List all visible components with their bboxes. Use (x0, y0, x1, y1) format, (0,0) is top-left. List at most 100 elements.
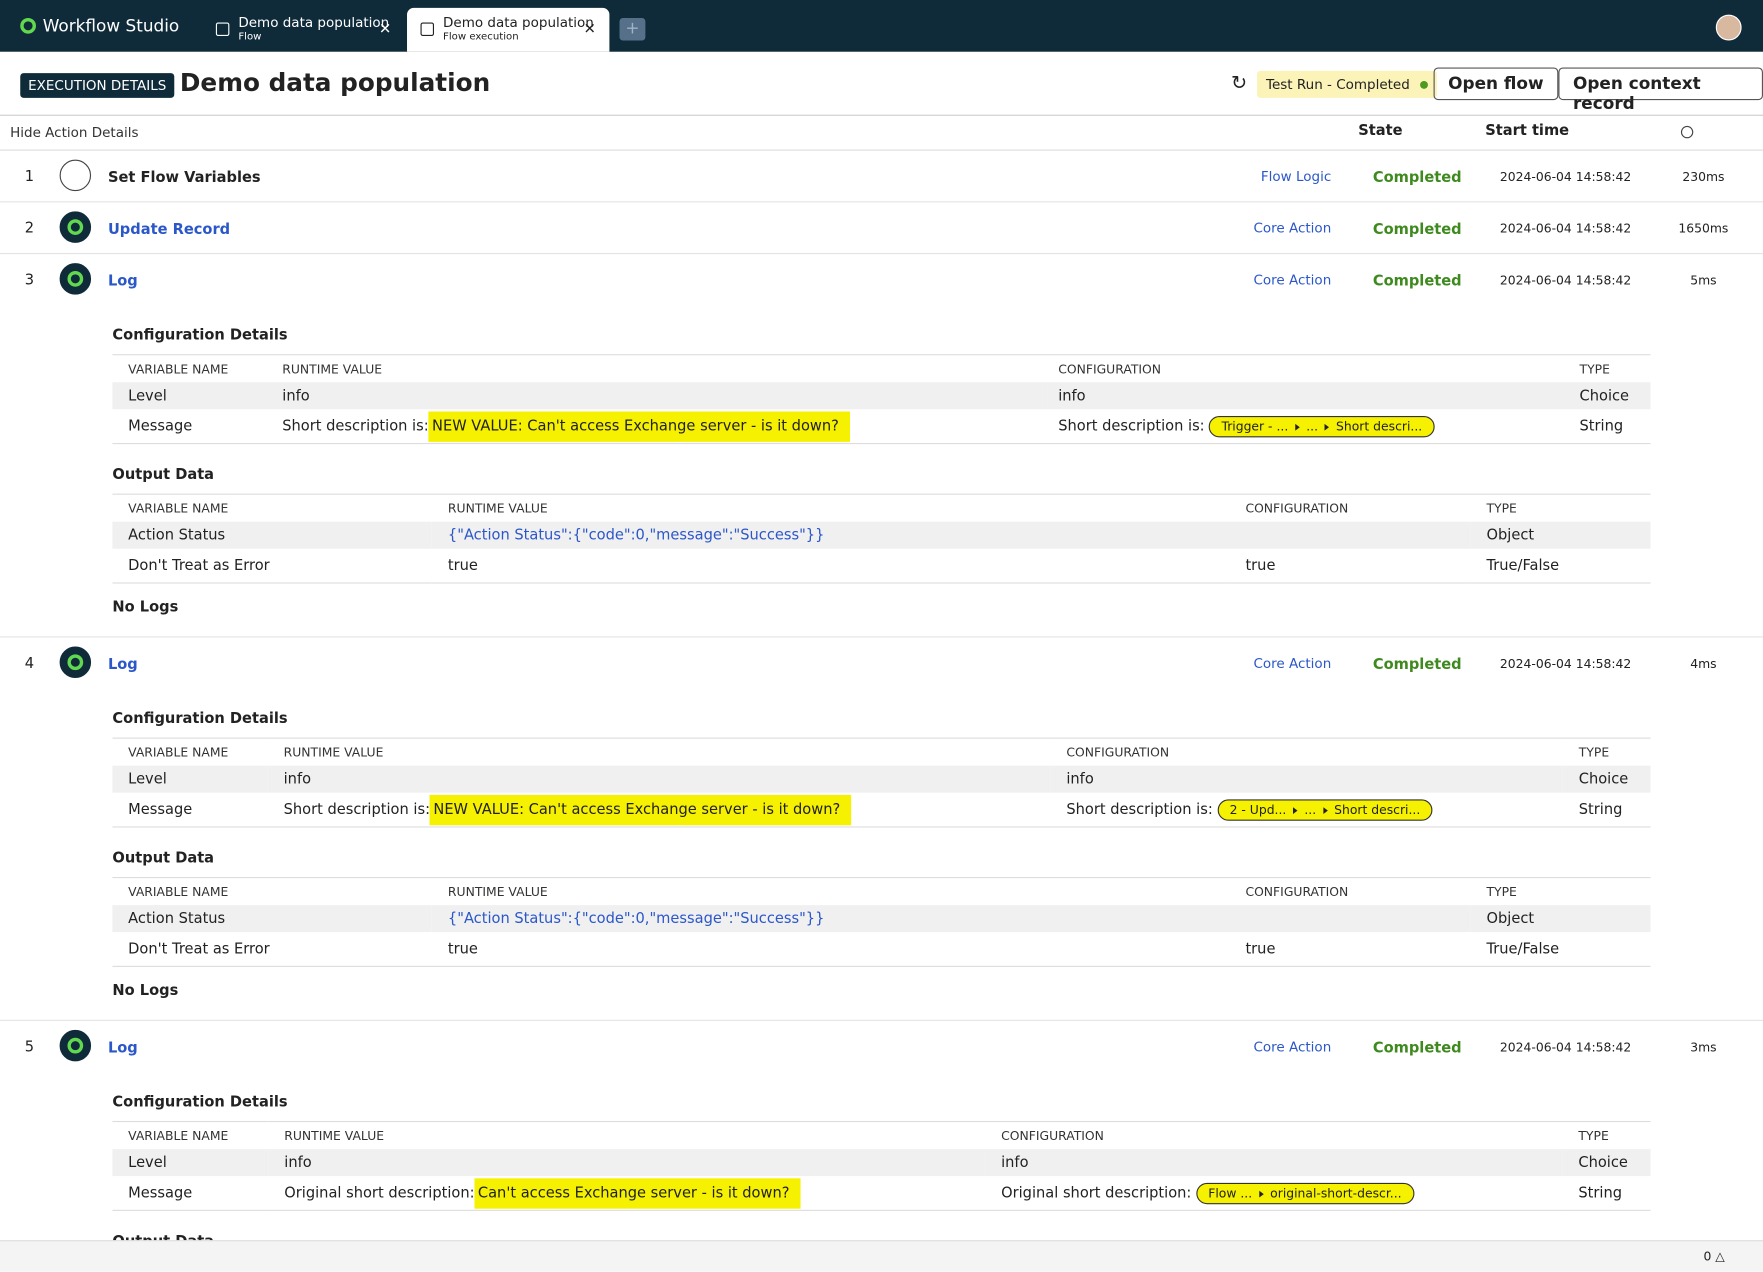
close-tab[interactable]: ✕ (379, 21, 392, 39)
cell-text: Object (1486, 910, 1535, 928)
cell-text: Action Status (128, 910, 226, 928)
table-cell: info (1050, 765, 1564, 793)
table-header: VARIABLE NAME RUNTIME VALUE CONFIGURATION T… (112, 493, 1651, 522)
cell-text: String (1579, 417, 1624, 435)
list-header: Hide Action Details State Start time (0, 116, 1763, 151)
json-link[interactable]: {"Action Status":{"code":0,"message":"Su… (447, 526, 825, 544)
cell-text: Level (128, 770, 167, 788)
action-row[interactable]: 3 Log Core Action Completed 2024-06-04 14:58… (0, 254, 1763, 305)
button[interactable]: Open flow (1433, 67, 1559, 101)
refresh[interactable]: ↻ (1231, 71, 1248, 95)
table-row: Message Short description is: NEW VALUE: C… (112, 792, 1651, 828)
column-header: Start time (1485, 122, 1570, 140)
details-table: VARIABLE NAME RUNTIME VALUE CONFIGURATION T… (112, 493, 1651, 584)
action-row[interactable]: 5 Log Core Action Completed 2024-06-04 14:58… (0, 1021, 1763, 1072)
action-category[interactable]: Core Action (1253, 655, 1332, 672)
duration: 4ms (1690, 656, 1717, 672)
column-header: State (1358, 122, 1403, 140)
action-name[interactable]: Update Record (107, 221, 231, 239)
action-name[interactable]: Log (107, 1040, 138, 1057)
pill-segment: ... (1304, 802, 1317, 817)
notification-count[interactable]: 0 △ (1703, 1249, 1725, 1264)
toggle-details[interactable]: Hide Action Details (10, 124, 139, 141)
column-header-text: RUNTIME VALUE (284, 1128, 385, 1143)
table-cell: Original short description: Can't access … (268, 1176, 986, 1211)
column-header: CONFIGURATION (1042, 354, 1564, 383)
action-category[interactable]: Core Action (1253, 220, 1332, 237)
column-header: TYPE (1563, 737, 1651, 766)
pill-segment: original-short-descr... (1270, 1185, 1402, 1201)
cell-text: true (1245, 557, 1276, 574)
action-row[interactable]: 1 Set Flow Variables Flow Logic Completed 20… (0, 151, 1763, 202)
tab[interactable]: Demo data population Flow execution ✕ (407, 7, 610, 52)
table-cell: {"Action Status":{"code":0,"message":"Su… (432, 521, 1230, 549)
column-header-text: VARIABLE NAME (128, 500, 229, 516)
column-header: TYPE (1470, 877, 1651, 906)
action: 2 Update Record Core Action Completed 2024-0… (0, 202, 1763, 255)
table-cell: Action Status (112, 905, 433, 933)
add-tab[interactable]: + (619, 17, 646, 41)
cell-text: String (1578, 801, 1623, 818)
button[interactable]: Open context record (1558, 67, 1763, 114)
data-pill[interactable]: Trigger - ...... Short descri... (1209, 415, 1435, 437)
section-title: Configuration Details (112, 327, 288, 345)
highlighted-value: NEW VALUE: Can't access Exchange server … (430, 794, 852, 825)
pill-separator (1322, 806, 1328, 814)
column-header-text: CONFIGURATION (1245, 884, 1349, 899)
column-header: VARIABLE NAME (112, 493, 433, 522)
cell-text: Original short description: (1001, 1184, 1192, 1202)
table-cell: Don't Treat as Error (112, 548, 433, 584)
action-category[interactable]: Core Action (1253, 272, 1332, 288)
table-cell: Object (1470, 521, 1651, 549)
duration: 1650ms (1678, 221, 1729, 237)
table-cell: True/False (1470, 932, 1651, 967)
cell-text: Short description is: (1058, 417, 1205, 435)
pill-segment: Flow ... (1208, 1185, 1253, 1201)
table-cell: Message (112, 792, 268, 828)
pill-separator (1294, 423, 1300, 431)
action-details: Configuration Details VARIABLE NAME RUNTIM… (0, 688, 1763, 1020)
cell-text: Choice (1579, 387, 1630, 405)
close-tab[interactable]: ✕ (583, 21, 596, 39)
column-header: VARIABLE NAME (112, 354, 267, 383)
json-link[interactable]: {"Action Status":{"code":0,"message":"Su… (447, 910, 825, 928)
column-header-text: CONFIGURATION (1001, 1128, 1104, 1143)
cell-text: Message (128, 417, 193, 435)
avatar[interactable] (1715, 14, 1742, 41)
pill-separator (1293, 806, 1298, 814)
column-header: RUNTIME VALUE (266, 354, 1043, 383)
action-name[interactable]: Log (107, 273, 138, 291)
page-title: Demo data population (179, 69, 491, 98)
action-row[interactable]: 4 Log Core Action Completed 2024-06-04 14:58… (0, 638, 1763, 689)
column-header-text: VARIABLE NAME (128, 361, 229, 377)
section-title: Configuration Details (112, 710, 288, 728)
table-cell: info (266, 382, 1043, 410)
step-number: 3 (24, 272, 35, 289)
action-details: Configuration Details VARIABLE NAME RUNTIM… (0, 1072, 1763, 1272)
tab-subtitle: Flow execution (442, 31, 519, 43)
cell-text: Don't Treat as Error (128, 557, 270, 574)
table-cell: info (268, 1149, 986, 1177)
column-header-text: TYPE (1578, 1128, 1609, 1143)
action-category[interactable]: Flow Logic (1260, 168, 1332, 185)
column-header-text: RUNTIME VALUE (447, 500, 548, 516)
table-cell: Level (112, 765, 268, 793)
action-row[interactable]: 2 Update Record Core Action Completed 2024-0… (0, 202, 1763, 253)
table-cell: {"Action Status":{"code":0,"message":"Su… (432, 905, 1230, 933)
column-header-text: CONFIGURATION (1245, 500, 1349, 516)
action-icon (59, 159, 92, 192)
table-cell: true (1229, 932, 1471, 967)
action-state: Completed (1372, 273, 1462, 291)
brand[interactable]: Workflow Studio (20, 16, 179, 36)
action-name[interactable]: Log (107, 656, 138, 674)
data-pill[interactable]: Flow ... original-short-descr... (1195, 1182, 1414, 1204)
top-bar: Workflow Studio Demo data population Flow… (0, 0, 1763, 52)
tab[interactable]: Demo data population Flow ✕ (202, 8, 404, 52)
action-category[interactable]: Core Action (1253, 1038, 1332, 1055)
table-row: Don't Treat as Error true true True/False (112, 548, 1651, 584)
data-pill[interactable]: 2 - Upd...... Short descri... (1217, 798, 1433, 821)
table-cell: Message (112, 1176, 269, 1211)
cell-text: true (447, 557, 478, 574)
cell-text: info (283, 770, 312, 788)
